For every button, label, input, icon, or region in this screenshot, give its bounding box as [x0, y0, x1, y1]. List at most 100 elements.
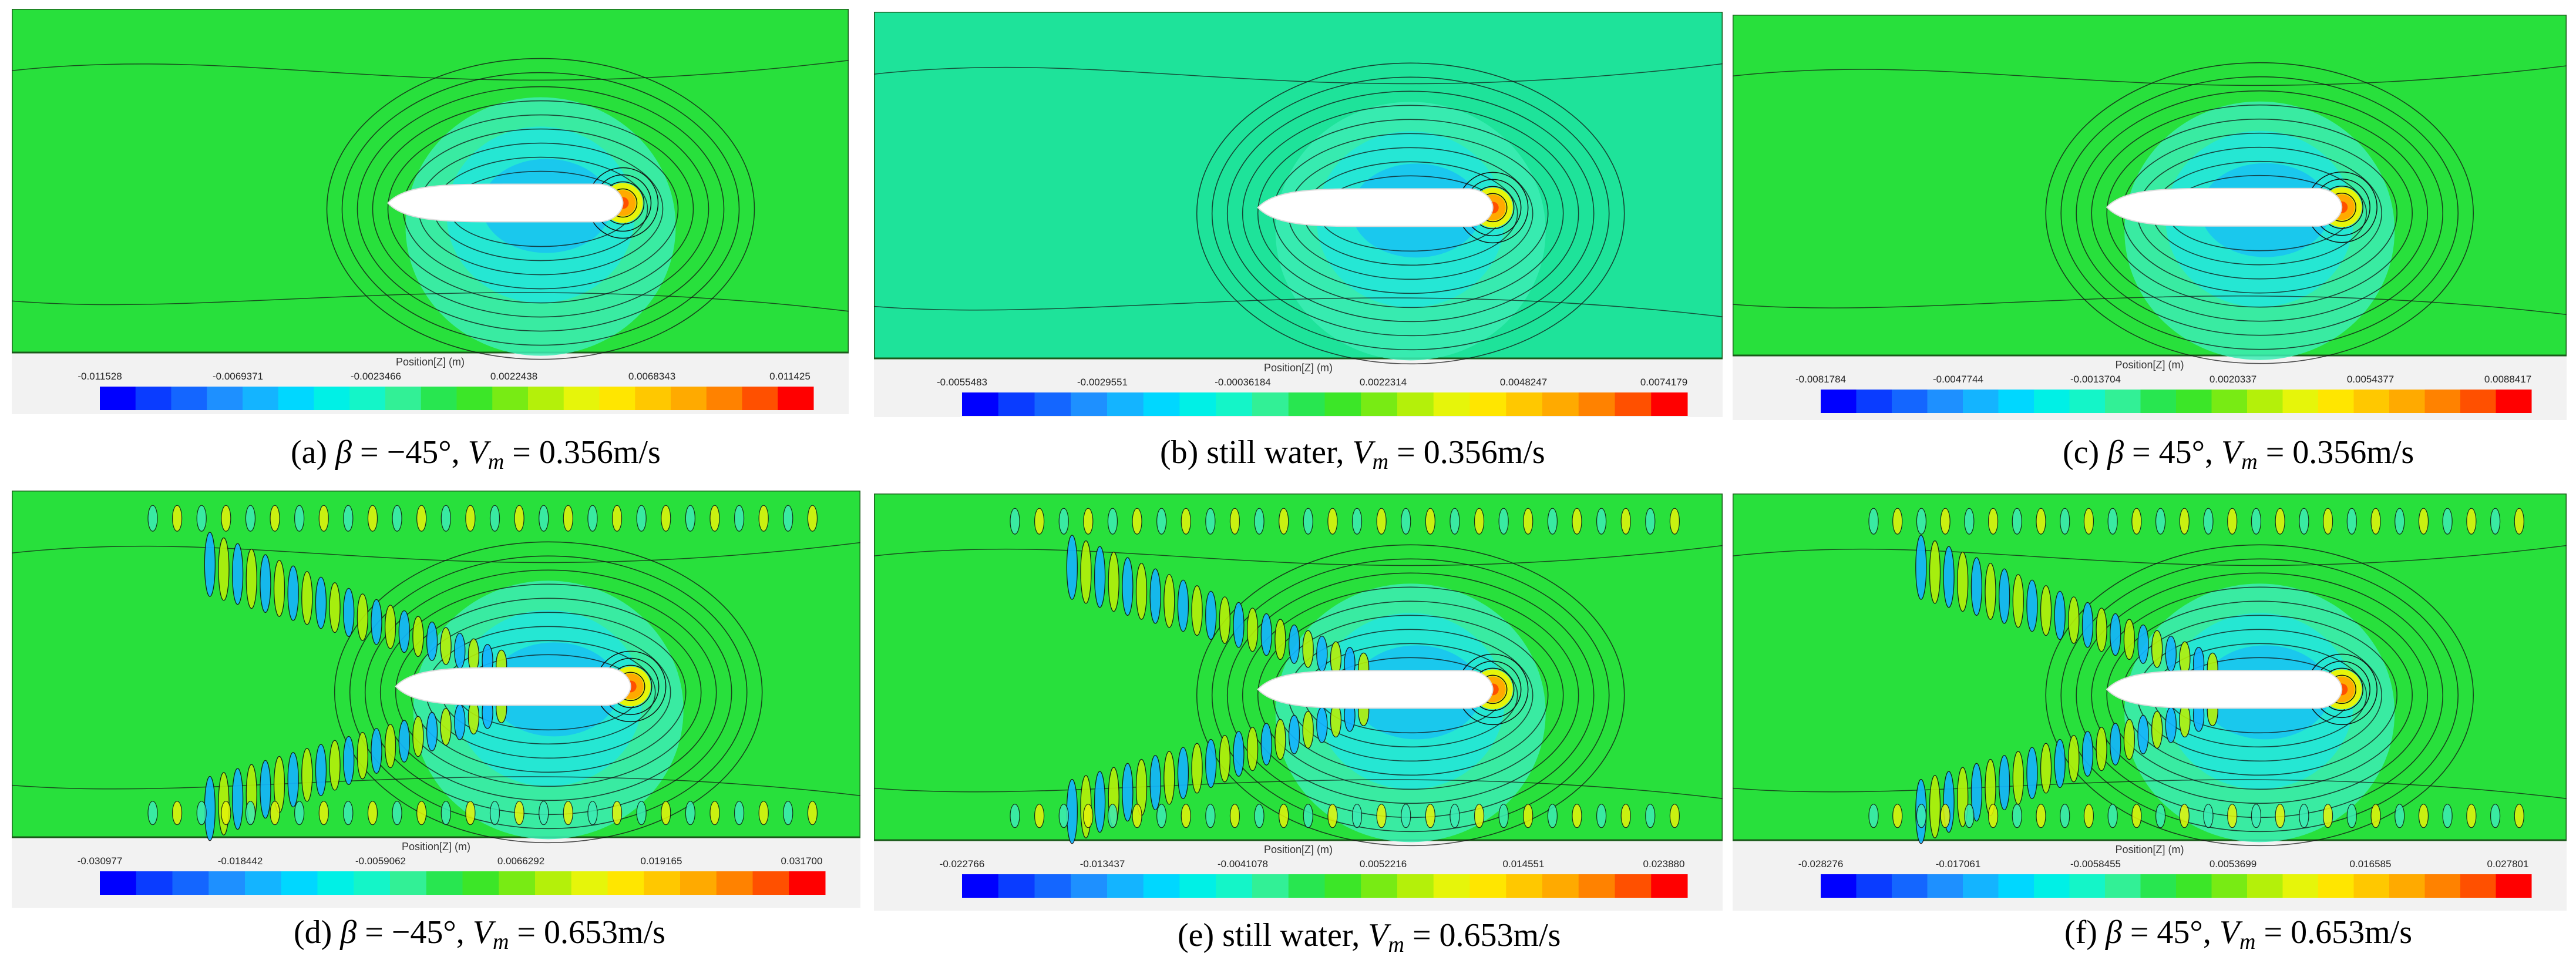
legend-title: Position[Z] (m) — [2115, 359, 2184, 371]
color-bar — [962, 392, 1688, 416]
color-bar-segment — [1143, 392, 1180, 416]
caption-e: (e) still water, Vm = 0.653m/s — [1178, 917, 1561, 957]
ship-hull — [387, 183, 624, 223]
color-bar-segment — [1107, 874, 1144, 898]
color-bar-segment — [1107, 392, 1144, 416]
color-bar-segment — [1179, 874, 1216, 898]
legend-tick-label: -0.017061 — [1936, 858, 1981, 870]
color-bar-segment — [2211, 390, 2248, 413]
color-bar-segment — [2247, 390, 2283, 413]
contour-plot-c: Position[Z] (m) -0.0081784 -0.0047744 -0.00… — [1733, 15, 2567, 420]
color-bar-segment — [1821, 390, 1857, 413]
color-bar-segment — [706, 387, 742, 410]
legend-tick-label: -0.00036184 — [1215, 377, 1270, 388]
color-bar-segment — [528, 387, 564, 410]
color-bar-segment — [2318, 390, 2354, 413]
color-bar-segment — [2389, 390, 2425, 413]
color-bar-segment — [599, 387, 635, 410]
contour-panel-d: Position[Z] (m) -0.030977 -0.018442 -0.0059… — [12, 491, 860, 908]
legend-tick-label: -0.0023466 — [351, 371, 401, 382]
legend-tick-label: -0.018442 — [218, 855, 263, 867]
color-bar-segment — [1963, 874, 1999, 898]
color-bar-segment — [354, 871, 391, 895]
color-bar-segment — [2496, 874, 2532, 898]
color-bar-segment — [1892, 390, 1928, 413]
color-bar-segment — [100, 387, 136, 410]
legend-tick-label: 0.0020337 — [2210, 374, 2256, 385]
color-bar-segment — [1927, 390, 1963, 413]
legend-tick-label: -0.0069371 — [213, 371, 263, 382]
legend-tick-label: 0.027801 — [2487, 858, 2529, 870]
legend-tick-label: 0.016585 — [2350, 858, 2392, 870]
legend-tick-label: -0.013437 — [1080, 858, 1125, 870]
color-bar-segment — [1998, 874, 2034, 898]
color-bar-segment — [1034, 392, 1071, 416]
color-bar-segment — [998, 874, 1035, 898]
contour-panel-c: Position[Z] (m) -0.0081784 -0.0047744 -0.00… — [1733, 15, 2567, 420]
legend-tick-label: -0.0055483 — [937, 377, 987, 388]
legend-tick-label: -0.0041078 — [1218, 858, 1268, 870]
color-bar-segment — [1998, 390, 2034, 413]
color-bar-segment — [1034, 874, 1071, 898]
legend-title: Position[Z] (m) — [2115, 844, 2184, 855]
color-bar-segment — [2318, 874, 2354, 898]
color-bar-segment — [1856, 390, 1892, 413]
color-bar — [1821, 390, 2532, 413]
color-bar-segment — [462, 871, 499, 895]
legend-tick-label: -0.0013704 — [2070, 374, 2121, 385]
color-bar-segment — [1361, 874, 1398, 898]
legend-tick-label: 0.0074179 — [1640, 377, 1687, 388]
color-bar-segment — [962, 392, 999, 416]
color-bar-segment — [635, 387, 671, 410]
color-bar-segment — [1324, 392, 1361, 416]
color-bar-segment — [1469, 392, 1506, 416]
color-bar-segment — [2034, 390, 2070, 413]
color-bar-segment — [1397, 874, 1434, 898]
legend-tick-label: 0.011425 — [769, 371, 811, 382]
color-bar-segment — [207, 387, 243, 410]
legend-tick-label: 0.023880 — [1643, 858, 1685, 870]
color-bar-segment — [2460, 874, 2496, 898]
color-bar-segment — [644, 871, 681, 895]
color-bar-segment — [1963, 390, 1999, 413]
contour-plot-d: Position[Z] (m) -0.030977 -0.018442 -0.0059… — [12, 491, 860, 908]
color-bar-segment — [2176, 390, 2212, 413]
color-bar-segment — [2140, 390, 2177, 413]
legend-tick-label: -0.030977 — [78, 855, 123, 867]
ship-hull — [2106, 670, 2343, 709]
color-bar — [962, 874, 1688, 898]
color-bar-segment — [2176, 874, 2212, 898]
color-bar-segment — [563, 387, 600, 410]
color-bar-segment — [1433, 874, 1470, 898]
color-bar-segment — [171, 387, 207, 410]
color-bar-segment — [2353, 390, 2390, 413]
legend-tick-label: -0.011528 — [78, 371, 122, 382]
color-bar-segment — [1856, 874, 1892, 898]
color-bar-segment — [172, 871, 209, 895]
color-bar-segment — [778, 387, 814, 410]
legend-tick-label: 0.0068343 — [628, 371, 675, 382]
color-bar-segment — [426, 871, 463, 895]
color-bar-segment — [314, 387, 350, 410]
color-bar-segment — [1615, 874, 1652, 898]
caption-a: (a) β = −45°, Vm = 0.356m/s — [291, 434, 661, 474]
contour-panel-e: Position[Z] (m) -0.022766 -0.013437 -0.0041… — [874, 494, 1723, 911]
legend-tick-label: 0.0088417 — [2484, 374, 2531, 385]
color-bar-segment — [1578, 392, 1615, 416]
legend-title: Position[Z] (m) — [1264, 362, 1333, 374]
color-bar-segment — [2247, 874, 2283, 898]
color-bar-segment — [1179, 392, 1216, 416]
color-bar-segment — [1615, 392, 1652, 416]
color-bar-segment — [136, 871, 173, 895]
contour-plot-f: Position[Z] (m) -0.028276 -0.017061 -0.0058… — [1733, 494, 2567, 911]
color-bar-segment — [281, 871, 318, 895]
color-bar-segment — [1071, 392, 1108, 416]
color-bar — [100, 871, 826, 895]
color-bar-segment — [607, 871, 644, 895]
color-bar-segment — [1469, 874, 1506, 898]
color-bar-segment — [2353, 874, 2390, 898]
legend-tick-label: -0.0047744 — [1933, 374, 1983, 385]
color-bar-segment — [243, 387, 279, 410]
color-bar-segment — [2496, 390, 2532, 413]
legend-tick-label: 0.014551 — [1503, 858, 1545, 870]
